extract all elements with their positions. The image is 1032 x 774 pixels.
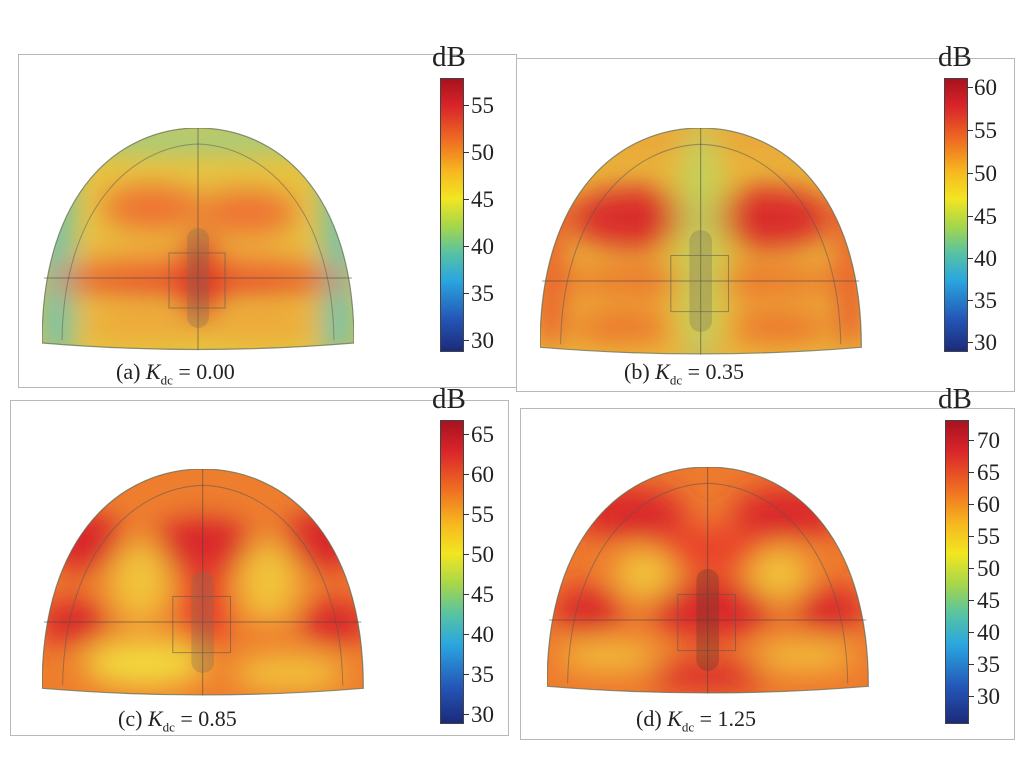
tick-label: 35	[977, 652, 1000, 677]
colorbar	[944, 78, 968, 352]
tick-label: 40	[471, 234, 494, 259]
tick-label: 50	[471, 542, 494, 567]
tick-label: 30	[974, 330, 997, 355]
tick-label: 60	[977, 492, 1000, 517]
tick-label: 60	[471, 462, 494, 487]
tick-label: 30	[471, 702, 494, 727]
panel-caption: (b) Kdc = 0.35	[624, 359, 745, 388]
tick-label: 45	[977, 588, 1000, 613]
tick-label: 55	[974, 118, 997, 143]
tick-label: 50	[977, 556, 1000, 581]
tick-label: 55	[471, 93, 494, 118]
tick-label: 45	[471, 582, 494, 607]
colorbar	[440, 420, 464, 724]
tick-label: 70	[977, 428, 1000, 453]
tick-label: 45	[974, 204, 997, 229]
tick-label: 40	[471, 622, 494, 647]
panel-frame	[516, 58, 1015, 392]
tick-label: 65	[471, 422, 494, 447]
colorbar	[945, 420, 969, 724]
tick-label: 35	[974, 288, 997, 313]
tick-label: 50	[471, 140, 494, 165]
tunnel-contour-plot	[540, 128, 862, 355]
tunnel-contour-plot	[547, 467, 869, 694]
tick-label: 40	[977, 620, 1000, 645]
tick-label: 35	[471, 662, 494, 687]
tick-label: 60	[974, 75, 997, 100]
tick-label: 30	[471, 328, 494, 353]
panel-frame	[10, 400, 509, 736]
tick-label: 35	[471, 281, 494, 306]
tunnel-contour-plot	[42, 469, 364, 696]
unit-label: dB	[432, 383, 466, 415]
tick-label: 50	[974, 161, 997, 186]
panel-caption: (c) Kdc = 0.85	[118, 706, 237, 735]
panel-frame	[520, 408, 1015, 740]
tick-label: 45	[471, 187, 494, 212]
colorbar	[440, 78, 464, 352]
unit-label: dB	[938, 383, 972, 415]
unit-label: dB	[938, 41, 972, 73]
tick-label: 65	[977, 460, 1000, 485]
tick-label: 55	[471, 502, 494, 527]
tick-label: 30	[977, 684, 1000, 709]
unit-label: dB	[432, 41, 466, 73]
tick-label: 55	[977, 524, 1000, 549]
tick-label: 40	[974, 246, 997, 271]
tunnel-contour-plot	[42, 128, 354, 351]
panel-caption: (a) Kdc = 0.00	[116, 359, 235, 388]
panel-caption: (d) Kdc = 1.25	[636, 706, 757, 735]
